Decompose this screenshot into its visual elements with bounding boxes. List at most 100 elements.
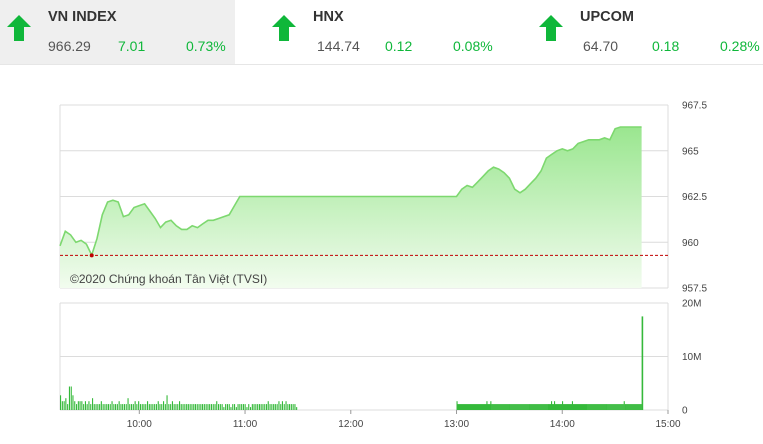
volume-bar (571, 401, 573, 410)
volume-bar (150, 404, 152, 410)
volume-bar (221, 404, 223, 410)
volume-bar (90, 404, 92, 410)
volume-bar (619, 404, 621, 410)
volume-bar (248, 404, 250, 410)
ticker-upcom[interactable]: UPCOM 64.70 0.18 0.28% (532, 0, 763, 64)
volume-bar (92, 398, 94, 410)
volume-bar (545, 404, 547, 410)
volume-tick-label: 10M (682, 352, 701, 363)
price-area (60, 127, 642, 288)
volume-bar (494, 404, 496, 410)
volume-bar (499, 404, 501, 410)
volume-bar (613, 404, 615, 410)
ticker-vnindex[interactable]: VN INDEX 966.29 7.01 0.73% (0, 0, 235, 64)
volume-bar (171, 401, 173, 410)
volume-bar (193, 404, 195, 410)
volume-bar (490, 401, 492, 410)
volume-bar (566, 404, 568, 410)
volume-bar (113, 404, 115, 410)
volume-bar (547, 404, 549, 410)
ticker-name: UPCOM (580, 9, 634, 25)
volume-bar (266, 404, 268, 410)
volume-bar (212, 404, 214, 410)
volume-bar (529, 404, 531, 410)
volume-bar (576, 404, 578, 410)
volume-bar (72, 395, 74, 410)
volume-bar (287, 404, 289, 410)
volume-bar (586, 404, 588, 410)
volume-bar (492, 404, 494, 410)
volume-bar (568, 404, 570, 410)
volume-bar (102, 404, 104, 410)
volume-bar (200, 404, 202, 410)
volume-bar (552, 404, 554, 410)
volume-bar (163, 401, 165, 410)
volume-bar (589, 404, 591, 410)
volume-bar (583, 404, 585, 410)
volume-bar (115, 404, 117, 410)
volume-bar (513, 404, 515, 410)
volume-bar (476, 404, 478, 410)
volume-bar (273, 404, 275, 410)
volume-bar (505, 404, 507, 410)
volume-bar (262, 404, 264, 410)
ticker-percent: 0.28% (720, 38, 760, 54)
volume-bar (131, 404, 133, 410)
volume-bar (473, 404, 475, 410)
volume-bar (617, 404, 619, 410)
volume-bar (579, 404, 581, 410)
volume-bar (250, 407, 252, 410)
volume-bar (509, 404, 511, 410)
volume-bar (285, 401, 287, 410)
volume-bar (81, 401, 83, 410)
volume-bar (609, 404, 611, 410)
volume-bar (95, 404, 97, 410)
volume-bar (470, 404, 472, 410)
volume-bar (535, 404, 537, 410)
volume-bar (76, 404, 78, 410)
volume-bar (157, 401, 159, 410)
volume-bar (528, 404, 530, 410)
volume-bar (458, 404, 460, 410)
ticker-value: 64.70 (583, 38, 619, 54)
volume-bar (187, 404, 189, 410)
volume-bar (106, 404, 108, 410)
volume-bar (462, 404, 464, 410)
ticker-percent: 0.08% (453, 38, 493, 54)
volume-bar (519, 404, 521, 410)
volume-bar (511, 404, 513, 410)
volume-bar (596, 404, 598, 410)
volume-bar (196, 404, 198, 410)
volume-bar (636, 404, 638, 410)
volume-bar (633, 404, 635, 410)
volume-bar (463, 404, 465, 410)
volume-bar (253, 404, 255, 410)
volume-bar (592, 404, 594, 410)
volume-bar (600, 404, 602, 410)
volume-bar (607, 404, 609, 410)
volume-bar (479, 404, 481, 410)
volume-bar (226, 404, 228, 410)
volume-bar (527, 404, 529, 410)
volume-tick-label: 0 (682, 406, 688, 417)
volume-bar (625, 404, 627, 410)
ticker-hnx[interactable]: HNX 144.74 0.12 0.08% (265, 0, 505, 64)
volume-bar (480, 404, 482, 410)
volume-bar (598, 404, 600, 410)
volume-bar (563, 404, 565, 410)
volume-bar (534, 404, 536, 410)
volume-bar (472, 404, 474, 410)
volume-bar (521, 404, 523, 410)
volume-bar (567, 404, 569, 410)
volume-bar (257, 404, 259, 410)
volume-bar (485, 404, 487, 410)
volume-bar (503, 404, 505, 410)
volume-bar (100, 401, 102, 410)
volume-bar (502, 404, 504, 410)
ticker-name: VN INDEX (48, 9, 117, 25)
volume-bar (560, 404, 562, 410)
volume-bar (241, 404, 243, 410)
volume-bar (168, 404, 170, 410)
volume-bar (549, 404, 551, 410)
volume-bar (143, 404, 145, 410)
